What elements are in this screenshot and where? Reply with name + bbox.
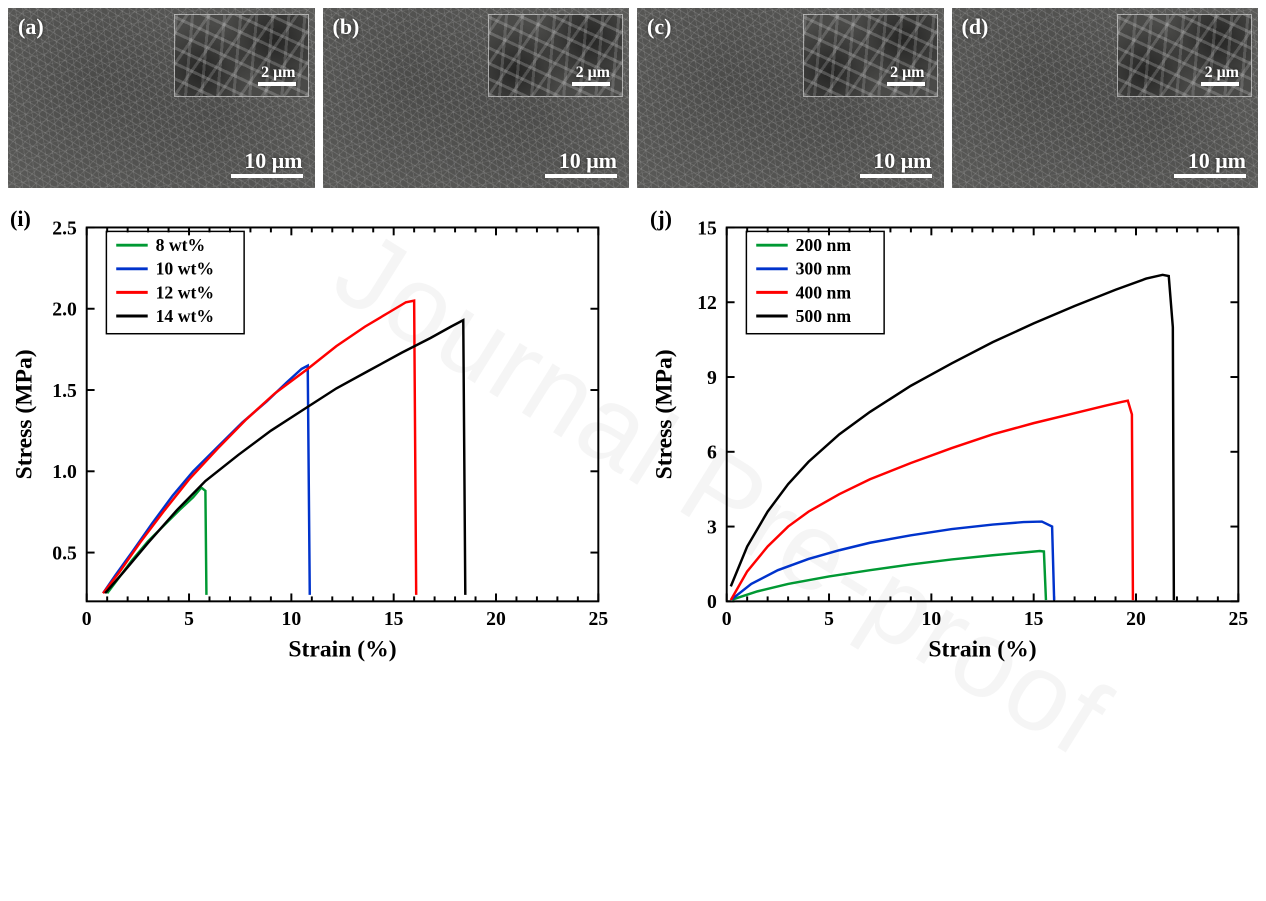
sem-inset: 2 μm xyxy=(174,14,309,97)
sem-inset: 2 μm xyxy=(488,14,623,97)
svg-text:15: 15 xyxy=(384,608,404,630)
svg-text:0.5: 0.5 xyxy=(52,542,77,564)
svg-text:200 nm: 200 nm xyxy=(796,235,852,255)
svg-text:400 nm: 400 nm xyxy=(796,282,852,302)
svg-text:2.5: 2.5 xyxy=(52,217,77,239)
chart-i: 0 5 10 15 20 25 0.5 1.0 1.5 2.0 2.5 Strain (%) Stres… xyxy=(8,204,618,674)
sem-panel-d: (d) 2 μm 10 μm xyxy=(952,8,1259,188)
svg-text:10 wt%: 10 wt% xyxy=(156,259,214,279)
scalebar-label: 2 μm xyxy=(890,64,924,82)
sem-panel-a: (a) 2 μm 10 μm xyxy=(8,8,315,188)
scalebar-line xyxy=(545,174,617,178)
panel-label: (a) xyxy=(18,14,44,40)
scalebar-inset: 2 μm xyxy=(1201,64,1239,86)
svg-text:14 wt%: 14 wt% xyxy=(156,306,214,326)
svg-text:0: 0 xyxy=(707,591,717,613)
svg-text:Stress (MPa): Stress (MPa) xyxy=(12,349,38,479)
svg-text:20: 20 xyxy=(1126,608,1146,630)
svg-text:1.0: 1.0 xyxy=(52,461,77,483)
scalebar-label: 10 μm xyxy=(559,148,617,174)
svg-text:Strain (%): Strain (%) xyxy=(288,636,396,662)
panel-label: (j) xyxy=(650,206,672,232)
sem-row-top: (a) 2 μm 10 μm (b) 2 μm xyxy=(8,8,1258,188)
scalebar-label: 2 μm xyxy=(261,64,295,82)
panel-label: (i) xyxy=(10,206,31,232)
scalebar-inset: 2 μm xyxy=(258,64,296,86)
svg-text:20: 20 xyxy=(486,608,506,630)
scalebar-main: 10 μm xyxy=(231,148,303,178)
sem-panel-c: (c) 2 μm 10 μm xyxy=(637,8,944,188)
sem-panel-b: (b) 2 μm 10 μm xyxy=(323,8,630,188)
scalebar-line xyxy=(860,174,932,178)
scalebar-label: 2 μm xyxy=(576,64,610,82)
scalebar-main: 10 μm xyxy=(1174,148,1246,178)
sem-inset: 2 μm xyxy=(803,14,938,97)
svg-text:2.0: 2.0 xyxy=(52,299,77,321)
figure-container: Journal Pre-proof (a) 2 μm 10 μm (b) xyxy=(0,0,1266,901)
scalebar-main: 10 μm xyxy=(545,148,617,178)
scalebar-line xyxy=(572,82,610,86)
panel-label: (d) xyxy=(962,14,989,40)
svg-text:5: 5 xyxy=(824,608,834,630)
svg-text:300 nm: 300 nm xyxy=(796,259,852,279)
svg-text:25: 25 xyxy=(588,608,608,630)
scalebar-label: 10 μm xyxy=(873,148,931,174)
panel-label: (b) xyxy=(333,14,360,40)
svg-text:5: 5 xyxy=(184,608,194,630)
scalebar-line xyxy=(887,82,925,86)
svg-text:12: 12 xyxy=(697,292,717,314)
svg-text:10: 10 xyxy=(922,608,942,630)
svg-text:12 wt%: 12 wt% xyxy=(156,282,214,302)
scalebar-main: 10 μm xyxy=(860,148,932,178)
scalebar-inset: 2 μm xyxy=(572,64,610,86)
scalebar-line xyxy=(1174,174,1246,178)
svg-text:8 wt%: 8 wt% xyxy=(156,235,206,255)
panel-label: (c) xyxy=(647,14,671,40)
chart-i-cell: (i) 0 5 10 15 20 25 0.5 1.0 1.5 2.0 2.5 Strain (%) S… xyxy=(8,204,618,674)
scalebar-label: 10 μm xyxy=(1188,148,1246,174)
svg-text:0: 0 xyxy=(722,608,732,630)
scalebar-line xyxy=(258,82,296,86)
svg-text:25: 25 xyxy=(1228,608,1248,630)
chart-j-cell: (j) 0 5 10 15 20 25 0 3 6 9 12 15 Strain (%) Stress (… xyxy=(648,204,1258,674)
svg-text:9: 9 xyxy=(707,367,717,389)
svg-text:Strain (%): Strain (%) xyxy=(928,636,1036,662)
svg-text:10: 10 xyxy=(282,608,302,630)
chart-j: 0 5 10 15 20 25 0 3 6 9 12 15 Strain (%) Stress (MPa)… xyxy=(648,204,1258,674)
scalebar-inset: 2 μm xyxy=(887,64,925,86)
svg-text:Stress (MPa): Stress (MPa) xyxy=(652,349,678,479)
sem-inset: 2 μm xyxy=(1117,14,1252,97)
scalebar-label: 2 μm xyxy=(1205,64,1239,82)
scalebar-line xyxy=(1201,82,1239,86)
scalebar-label: 10 μm xyxy=(244,148,302,174)
scalebar-line xyxy=(231,174,303,178)
svg-text:500 nm: 500 nm xyxy=(796,306,852,326)
charts-row: (i) 0 5 10 15 20 25 0.5 1.0 1.5 2.0 2.5 Strain (%) S… xyxy=(8,204,1258,674)
svg-text:0: 0 xyxy=(82,608,92,630)
svg-text:3: 3 xyxy=(707,516,717,538)
svg-text:15: 15 xyxy=(1024,608,1044,630)
svg-text:15: 15 xyxy=(697,217,717,239)
svg-text:1.5: 1.5 xyxy=(52,380,77,402)
svg-text:6: 6 xyxy=(707,442,717,464)
